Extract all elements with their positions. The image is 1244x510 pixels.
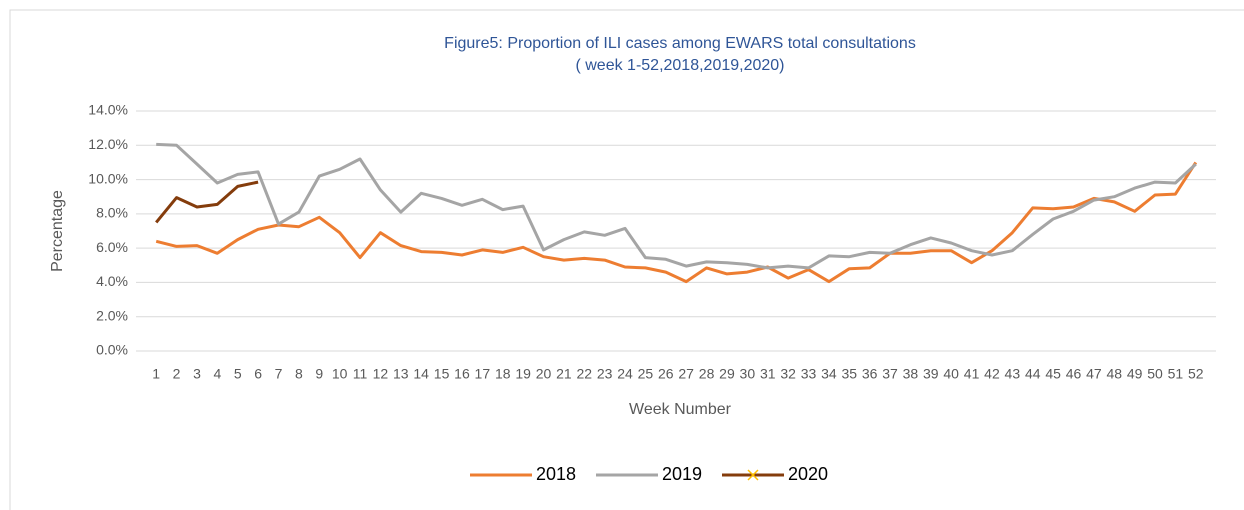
chart-frame	[9, 9, 1244, 510]
x-tick-label: 18	[495, 366, 511, 382]
x-tick-label: 23	[597, 366, 613, 382]
x-tick-label: 42	[984, 366, 1000, 382]
x-tick-label: 29	[719, 366, 735, 382]
x-tick-label: 51	[1168, 366, 1184, 382]
x-tick-label: 27	[678, 366, 694, 382]
x-tick-label: 5	[234, 366, 242, 382]
y-tick-label: 0.0%	[96, 342, 128, 358]
x-tick-label: 30	[740, 366, 756, 382]
chart-subtitle: ( week 1-52,2018,2019,2020)	[575, 57, 784, 74]
x-tick-label: 7	[275, 366, 283, 382]
y-tick-label: 10.0%	[88, 170, 128, 186]
x-tick-label: 25	[638, 366, 654, 382]
legend-label: 2019	[662, 464, 702, 484]
y-tick-label: 4.0%	[96, 273, 128, 289]
series-line	[156, 142, 1197, 270]
x-tick-label: 4	[213, 366, 221, 382]
x-tick-label: 43	[1005, 366, 1021, 382]
x-tick-label: 2	[173, 366, 181, 382]
legend-label: 2020	[788, 464, 828, 484]
x-tick-label: 44	[1025, 366, 1041, 382]
x-tick-label: 33	[801, 366, 817, 382]
legend-marker	[747, 469, 759, 481]
x-tick-label: 12	[373, 366, 389, 382]
series-line	[155, 180, 259, 224]
x-tick-label: 37	[882, 366, 898, 382]
y-tick-label: 8.0%	[96, 205, 128, 221]
x-tick-label: 35	[841, 366, 857, 382]
x-tick-label: 40	[943, 366, 959, 382]
x-tick-label: 45	[1045, 366, 1061, 382]
y-tick-label: 2.0%	[96, 307, 128, 323]
x-tick-label: 26	[658, 366, 674, 382]
x-tick-label: 32	[780, 366, 796, 382]
x-tick-label: 48	[1106, 366, 1122, 382]
x-tick-label: 24	[617, 366, 633, 382]
chart-title: Figure5: Proportion of ILI cases among E…	[444, 35, 916, 52]
x-tick-label: 22	[576, 366, 592, 382]
x-tick-label: 15	[434, 366, 450, 382]
x-tick-label: 46	[1066, 366, 1082, 382]
x-tick-label: 6	[254, 366, 262, 382]
x-tick-label: 41	[964, 366, 980, 382]
series-line	[155, 161, 1198, 284]
x-tick-label: 11	[353, 366, 368, 382]
x-tick-label: 20	[536, 366, 552, 382]
x-tick-label: 31	[760, 366, 776, 382]
x-tick-label: 19	[515, 366, 531, 382]
x-tick-label: 50	[1147, 366, 1163, 382]
x-tick-label: 34	[821, 366, 837, 382]
x-tick-label: 13	[393, 366, 409, 382]
x-tick-label: 28	[699, 366, 715, 382]
x-tick-label: 21	[556, 366, 572, 382]
y-tick-label: 6.0%	[96, 239, 128, 255]
x-tick-label: 3	[193, 366, 201, 382]
y-axis-label: Percentage	[49, 190, 66, 272]
y-tick-label: 12.0%	[88, 136, 128, 152]
x-tick-label: 36	[862, 366, 878, 382]
x-tick-label: 1	[152, 366, 160, 382]
x-tick-label: 8	[295, 366, 303, 382]
x-tick-label: 52	[1188, 366, 1204, 382]
x-tick-label: 47	[1086, 366, 1102, 382]
x-tick-label: 38	[903, 366, 919, 382]
legend-label: 2018	[536, 464, 576, 484]
x-tick-label: 16	[454, 366, 470, 382]
x-axis-label: Week Number	[629, 401, 732, 418]
x-tick-label: 10	[332, 366, 348, 382]
x-tick-label: 17	[475, 366, 491, 382]
x-tick-label: 14	[413, 366, 429, 382]
x-tick-label: 39	[923, 366, 939, 382]
x-tick-label: 49	[1127, 366, 1143, 382]
x-tick-label: 9	[315, 366, 323, 382]
y-tick-label: 14.0%	[88, 102, 128, 118]
